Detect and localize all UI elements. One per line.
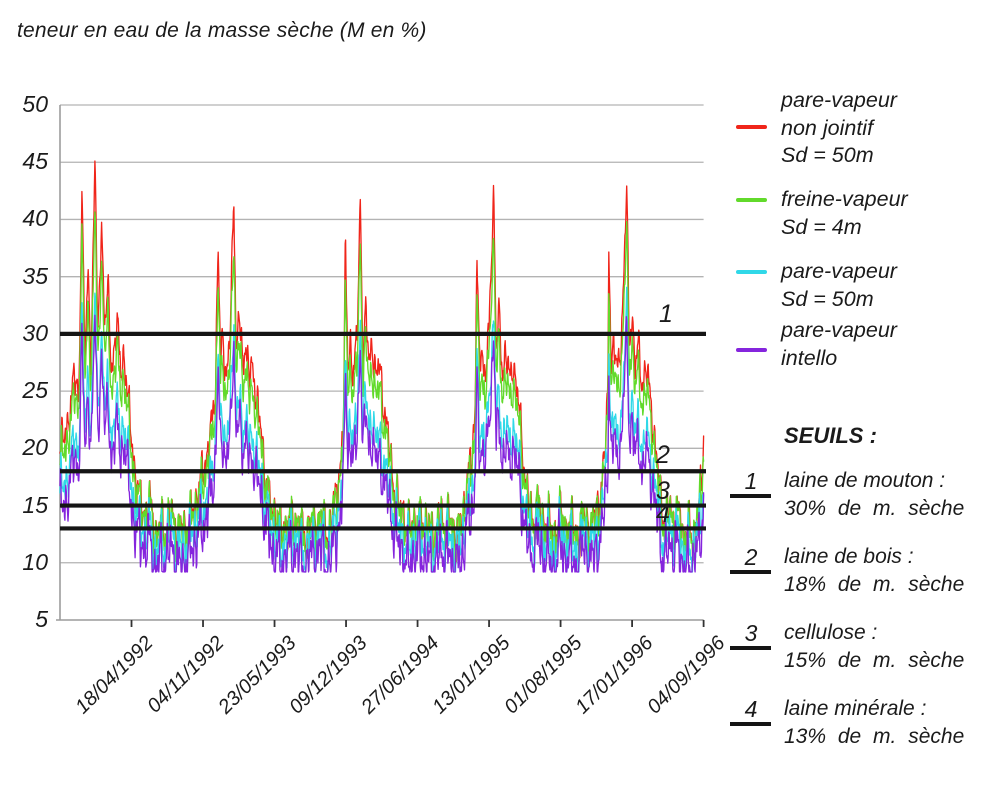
seuil-label: laine de bois : bbox=[784, 545, 914, 568]
chart-title: teneur en eau de la masse sèche (M en %) bbox=[17, 19, 427, 42]
legend-item-line: pare-vapeur bbox=[781, 259, 897, 283]
seuil-underline-3 bbox=[730, 646, 771, 650]
legend-item-3: pare-vapeur intello bbox=[781, 317, 897, 372]
series-line-0 bbox=[59, 160, 705, 563]
legend-item-line: Sd = 50m bbox=[781, 143, 874, 167]
legend-item-2: pare-vapeur Sd = 50m bbox=[781, 258, 897, 313]
seuil-underline-1 bbox=[730, 494, 771, 498]
seuil-number-3: 3 bbox=[744, 620, 758, 646]
y-tick-label-10: 10 bbox=[22, 548, 48, 575]
seuil-percent-label: 13% de m. sèche bbox=[784, 724, 965, 748]
legend-item-line: non jointif bbox=[781, 115, 874, 140]
legend-swatch-2 bbox=[736, 270, 767, 274]
threshold-label-2: 2 bbox=[656, 441, 670, 469]
legend-item-line: pare-vapeur bbox=[781, 88, 897, 112]
seuil-text-1: laine de mouton : 30% de m. sèche bbox=[784, 467, 964, 522]
y-tick-label-5: 5 bbox=[35, 606, 48, 632]
seuil-label: laine de mouton : bbox=[784, 469, 946, 492]
legend-item-1: freine-vapeur Sd = 4m bbox=[781, 186, 908, 241]
legend-item-line: Sd = 50m bbox=[781, 286, 874, 311]
y-tick-label-35: 35 bbox=[22, 262, 48, 289]
seuils-heading: SEUILS : bbox=[784, 423, 877, 448]
x-tick-label-8: 04/09/1996 bbox=[642, 632, 730, 719]
seuil-text-3: cellulose : 15% de m. sèche bbox=[784, 619, 964, 674]
seuil-text-4: laine minérale : 13% de m. sèche bbox=[784, 695, 964, 750]
y-tick-label-20: 20 bbox=[22, 434, 48, 461]
seuil-percent-label: 15% de m. sèche bbox=[784, 648, 965, 672]
y-tick-label-45: 45 bbox=[22, 148, 48, 175]
seuil-percent-label: 18% de m. sèche bbox=[784, 572, 965, 596]
legend-item-line: intello bbox=[781, 345, 838, 370]
y-tick-label-40: 40 bbox=[22, 205, 48, 232]
seuil-text-2: laine de bois : 18% de m. sèche bbox=[784, 543, 964, 598]
series-line-3 bbox=[59, 314, 705, 573]
seuil-underline-2 bbox=[730, 570, 771, 574]
y-tick-label-30: 30 bbox=[22, 319, 48, 346]
y-tick-label-50: 50 bbox=[22, 91, 48, 117]
seuil-label: laine minérale : bbox=[784, 697, 927, 720]
seuil-number-1: 1 bbox=[744, 468, 758, 494]
figure-root: { "chart_data": { "type": "line", "title… bbox=[17, 19, 965, 750]
legend-swatch-1 bbox=[736, 198, 767, 202]
seuil-number-2: 2 bbox=[744, 544, 758, 570]
plot-canvas bbox=[56, 104, 706, 627]
seuil-underline-4 bbox=[730, 722, 771, 726]
legend-item-line: pare-vapeur bbox=[781, 318, 897, 342]
legend-swatch-3 bbox=[736, 348, 767, 352]
seuil-label: cellulose : bbox=[784, 621, 878, 644]
legend-swatch-0 bbox=[736, 125, 767, 129]
legend-item-line: Sd = 4m bbox=[781, 214, 862, 239]
y-tick-label-25: 25 bbox=[22, 377, 48, 404]
threshold-label-4: 4 bbox=[656, 500, 670, 528]
threshold-label-1: 1 bbox=[659, 300, 673, 328]
threshold-label-3: 3 bbox=[656, 477, 670, 505]
legend-item-line: freine-vapeur bbox=[781, 187, 908, 211]
seuil-percent-label: 30% de m. sèche bbox=[784, 496, 965, 520]
y-tick-label-15: 15 bbox=[22, 491, 48, 518]
seuil-number-4: 4 bbox=[744, 696, 758, 722]
legend-item-0: pare-vapeur non jointif Sd = 50m bbox=[781, 87, 897, 170]
